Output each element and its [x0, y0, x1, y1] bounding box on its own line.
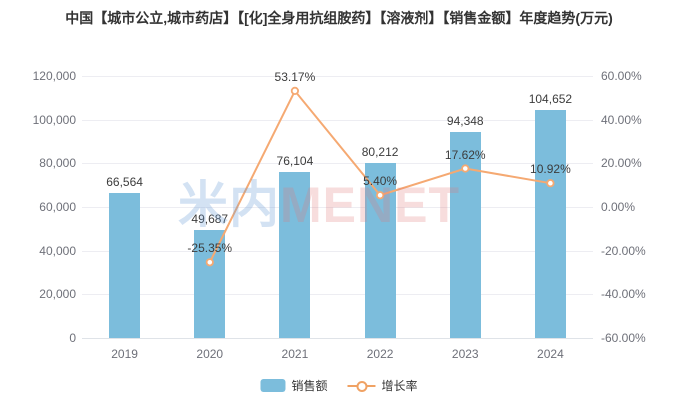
- x-axis-tick: 2024: [537, 347, 564, 361]
- right-axis-tick: 0.00%: [601, 200, 636, 214]
- growth-value-label: -25.35%: [187, 241, 233, 256]
- sales-value-label: 66,564: [106, 174, 143, 189]
- gridline: [82, 251, 593, 252]
- growth-line-ring-icon: [356, 380, 368, 392]
- legend-item-sales[interactable]: 销售额: [260, 377, 328, 394]
- legend-growth-label: 增长率: [381, 379, 418, 393]
- growth-value-label: 17.62%: [444, 147, 486, 162]
- growth-value-label: 10.92%: [530, 162, 571, 177]
- growth-line-icon: [347, 380, 376, 392]
- left-axis-tick: 80,000: [39, 156, 76, 170]
- right-axis-tick: 60.00%: [601, 69, 642, 83]
- sales-bar-2021: [279, 171, 311, 338]
- chart-title: 中国【城市公立,城市药店】【[化]全身用抗组胺药】【溶液剂】【销售金额】年度趋势…: [65, 10, 613, 26]
- growth-line: [205, 86, 555, 267]
- left-axis-tick: 0: [69, 331, 76, 345]
- x-axis-tick: 2020: [196, 347, 224, 361]
- gridline: [82, 207, 593, 208]
- sales-value-label: 94,348: [446, 114, 484, 129]
- x-axis-tick: 2019: [111, 347, 138, 361]
- right-axis-tick: -60.00%: [601, 331, 646, 345]
- growth-value-label: 53.17%: [274, 69, 316, 84]
- x-axis-tick: 2021: [281, 347, 309, 361]
- sales-value-label: 104,652: [528, 91, 573, 106]
- legend: 销售额 增长率: [260, 377, 418, 394]
- right-axis-tick: -20.00%: [601, 244, 646, 258]
- gridline: [82, 76, 593, 77]
- left-axis-tick: 40,000: [39, 244, 76, 258]
- sales-value-label: 76,104: [276, 153, 314, 168]
- growth-point-2024: [546, 179, 555, 188]
- gridline: [82, 294, 593, 295]
- right-axis-tick: 20.00%: [601, 156, 642, 170]
- growth-point-2020: [205, 258, 214, 267]
- left-axis-tick: 60,000: [39, 200, 76, 214]
- growth-point-2023: [461, 164, 470, 173]
- gridline: [82, 120, 593, 121]
- sales-bar-2019: [109, 192, 141, 338]
- growth-point-2021: [290, 86, 299, 95]
- right-axis-tick: 40.00%: [601, 113, 642, 127]
- growth-value-label: 5.40%: [363, 174, 398, 189]
- legend-sales-label: 销售额: [291, 379, 328, 393]
- plot-area: 66,564 49,687 76,104 80,212 94,348 104,652 -25…: [82, 70, 593, 339]
- sales-value-label: 80,212: [361, 144, 399, 159]
- left-axis-tick: 100,000: [32, 113, 76, 127]
- sales-bar-swatch-icon: [260, 379, 286, 392]
- x-axis-tick: 2022: [366, 347, 394, 361]
- x-axis-tick: 2023: [451, 347, 479, 361]
- legend-item-growth[interactable]: 增长率: [347, 377, 418, 394]
- sales-bar-2020: [194, 229, 226, 338]
- left-axis-tick: 20,000: [39, 287, 76, 301]
- sales-bar-2024: [534, 109, 566, 338]
- growth-point-2022: [375, 191, 385, 200]
- sales-value-label: 49,687: [191, 211, 229, 226]
- left-axis-tick: 120,000: [32, 69, 76, 83]
- right-axis-tick: -40.00%: [601, 287, 646, 301]
- gridline: [82, 163, 593, 164]
